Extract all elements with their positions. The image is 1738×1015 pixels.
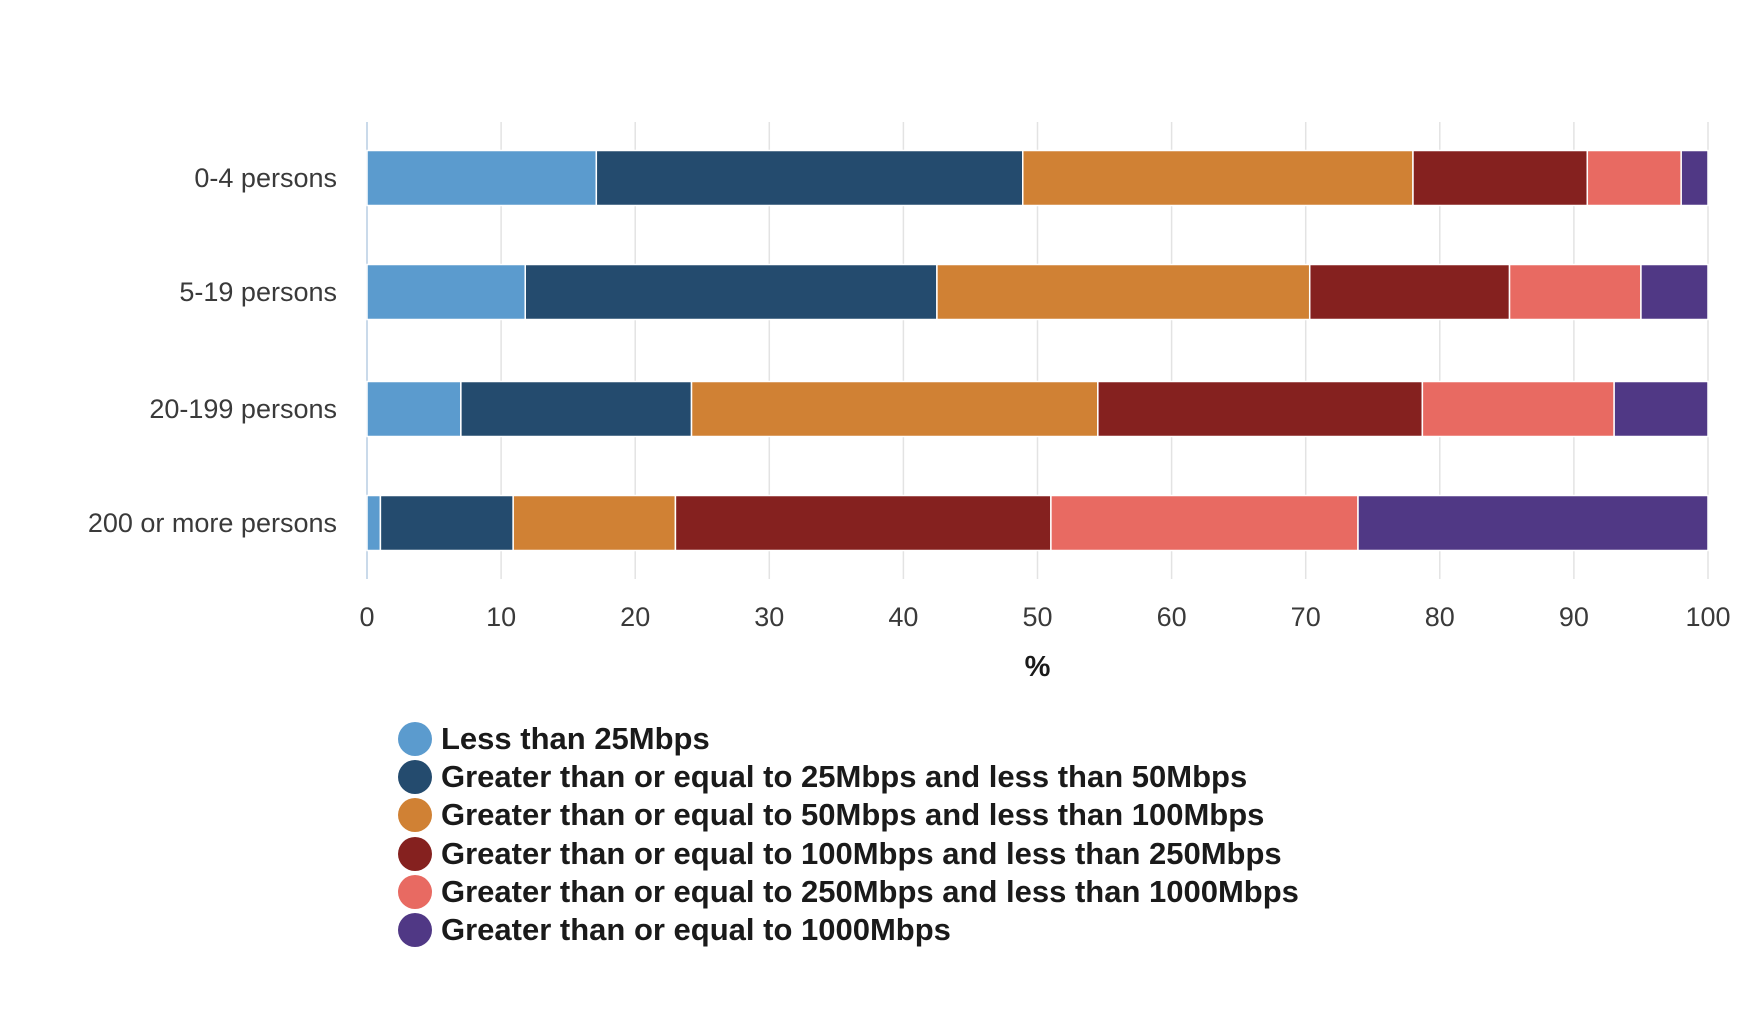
legend-item[interactable]: Greater than or equal to 100Mbps and les… (398, 835, 1299, 873)
legend-swatch (398, 760, 432, 795)
x-tick-label: 100 (1685, 602, 1730, 632)
bar-segment[interactable] (674, 494, 1052, 552)
bar-segment[interactable] (1357, 494, 1709, 552)
bar-segment[interactable] (366, 263, 526, 321)
x-tick-label: 50 (1022, 602, 1052, 632)
bar-segment[interactable] (524, 263, 938, 321)
legend: Less than 25Mbps Greater than or equal to… (398, 720, 1299, 949)
x-tick-label: 80 (1425, 602, 1455, 632)
bar-segment[interactable] (366, 380, 462, 438)
x-tick-label: 20 (620, 602, 650, 632)
bar-segment[interactable] (1097, 380, 1424, 438)
bar-segment[interactable] (1586, 149, 1682, 207)
bar-segment[interactable] (1421, 380, 1615, 438)
legend-label: Greater than or equal to 100Mbps and les… (441, 835, 1282, 871)
legend-item[interactable]: Greater than or equal to 1000Mbps (398, 911, 1299, 949)
y-tick-label: 5-19 persons (179, 277, 337, 307)
x-tick-label: 40 (888, 602, 918, 632)
legend-swatch (398, 913, 432, 948)
bar-segment[interactable] (1508, 263, 1642, 321)
bar-segment[interactable] (936, 263, 1311, 321)
legend-swatch (398, 874, 432, 909)
bar-segment[interactable] (460, 380, 693, 438)
x-tick-label: 10 (486, 602, 516, 632)
legend-swatch (398, 836, 432, 871)
bar-segment[interactable] (1640, 263, 1709, 321)
y-tick-label: 20-199 persons (149, 394, 337, 424)
bar-segment[interactable] (366, 494, 382, 552)
legend-item[interactable]: Greater than or equal to 25Mbps and less… (398, 758, 1299, 796)
bar-segment[interactable] (512, 494, 677, 552)
x-tick-label: 70 (1291, 602, 1321, 632)
legend-item[interactable]: Less than 25Mbps (398, 720, 1299, 758)
x-tick-label: 60 (1157, 602, 1187, 632)
legend-item[interactable]: Greater than or equal to 50Mbps and less… (398, 796, 1299, 834)
bar-segment[interactable] (1308, 263, 1511, 321)
y-tick-label: 200 or more persons (88, 508, 337, 538)
x-tick-label: 0 (359, 602, 374, 632)
bar-segment[interactable] (595, 149, 1024, 207)
bar-segment[interactable] (1021, 149, 1414, 207)
bar-segment[interactable] (1680, 149, 1709, 207)
legend-label: Less than 25Mbps (441, 721, 710, 757)
x-tick-label: 90 (1559, 602, 1589, 632)
bar-segment[interactable] (1613, 380, 1709, 438)
legend-label: Greater than or equal to 250Mbps and les… (441, 873, 1299, 909)
legend-item[interactable]: Greater than or equal to 250Mbps and les… (398, 873, 1299, 911)
legend-label: Greater than or equal to 1000Mbps (441, 912, 951, 948)
x-tick-label: 30 (754, 602, 784, 632)
legend-swatch (398, 798, 432, 833)
legend-label: Greater than or equal to 25Mbps and less… (441, 759, 1248, 795)
bar-segment[interactable] (690, 380, 1099, 438)
legend-label: Greater than or equal to 50Mbps and less… (441, 797, 1265, 833)
bar-segment[interactable] (1412, 149, 1589, 207)
bar-segment[interactable] (1050, 494, 1359, 552)
bar-segment[interactable] (379, 494, 514, 552)
legend-swatch (398, 722, 432, 757)
x-axis-title: % (1025, 651, 1051, 683)
bar-segment[interactable] (366, 149, 598, 207)
y-tick-label: 0-4 persons (194, 163, 337, 193)
